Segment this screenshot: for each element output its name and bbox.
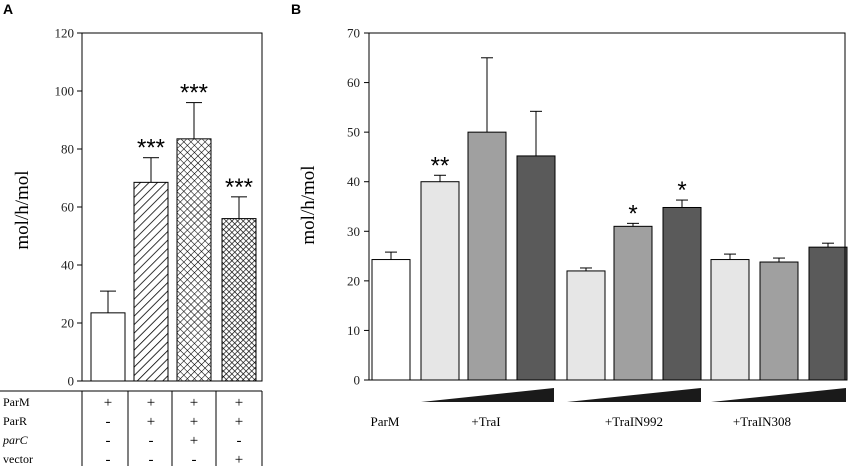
panel-a-table-cell: + [147,414,155,430]
panel-a-y-tick-label: 100 [55,84,75,99]
panel-b-bar [371,259,411,381]
panel-a-significance-label: *** [225,174,253,201]
panel-b-bar [662,206,702,381]
panel-b-group-label: +TraIN992 [605,414,663,429]
panel-a-table-cell: - [149,452,154,468]
panel-a-table-cell: - [106,433,111,449]
panel-b-bar [467,131,507,381]
panel-a-table-cell: + [235,452,243,468]
panel-a-table-cell: + [190,395,198,411]
panel-a-table-cell: - [106,452,111,468]
panel-b-group-label: +TraI [471,414,500,429]
panel-a-bar [176,138,212,382]
panel-b-bar [613,225,653,381]
panel-b-y-tick-label: 30 [347,224,360,239]
panel-a-table-row-label: vector [3,452,33,466]
panel-b-group-label: +TraIN308 [733,414,791,429]
panel-a-table-cell: + [104,395,112,411]
panel-b-y-tick-label: 40 [347,174,360,189]
panel-a-y-tick-label: 20 [61,316,74,331]
panel-b-y-tick-label: 60 [347,75,360,90]
panel-b-bar [808,246,848,381]
panel-a-y-tick-label: 0 [68,374,75,389]
panel-a-table-cell: - [106,414,111,430]
panel-a-bar [90,312,126,382]
panel-b-bar [759,261,799,381]
panel-a-table-cell: + [190,433,198,449]
panel-a-table-row-label: ParR [3,414,27,428]
panel-b-y-axis-title: mol/h/mol [298,165,319,244]
panel-a-significance-label: *** [137,135,165,162]
panel-a-table-row-label: ParM [3,395,30,409]
panel-b-bar [710,259,750,381]
panel-b-y-tick-label: 0 [354,373,361,388]
panel-b-bar [420,181,460,381]
panel-a-y-tick-label: 80 [61,142,74,157]
panel-a-bar [221,218,257,382]
panel-b-bar [516,155,556,381]
panel-a-y-axis-title: mol/h/mol [12,170,33,249]
panel-a-table-cell: - [149,433,154,449]
panel-b-y-tick-label: 10 [347,323,360,338]
panel-a-significance-label: *** [180,80,208,107]
panel-a-table-cell: + [147,395,155,411]
panel-b-significance-label: ** [431,152,450,179]
panel-a-bar [133,181,169,382]
panel-a-table-cell: + [235,414,243,430]
panel-b-concentration-wedge [421,388,554,402]
panel-a-table-row-label: parC [2,433,29,447]
panel-b-plot-frame [368,32,846,381]
panel-a-table-cell: - [192,452,197,468]
panel-b-y-tick-label: 20 [347,273,360,288]
panel-b-significance-label: * [677,177,686,204]
panel-a-y-tick-label: 60 [61,200,74,215]
panel-b-concentration-wedge [567,388,701,402]
panel-a-label: A [3,1,13,17]
panel-b-bar [566,270,606,381]
panel-b-significance-label: * [628,200,637,227]
panel-b-concentration-wedge [711,388,846,402]
panel-a-table-cell: + [190,414,198,430]
panel-a-table-cell: + [235,395,243,411]
panel-a-chart: mol/h/mol *** *** *** 0 20 40 60 80 100 120 ParM… [0,26,263,468]
panel-b-group-label: ParM [371,414,400,429]
panel-a-y-tick-label: 120 [55,26,75,41]
panel-b-label: B [291,1,301,17]
panel-a-table-cell: - [237,433,242,449]
panel-b-y-tick-label: 50 [347,125,360,140]
panel-b-y-tick-label: 70 [347,26,360,41]
panel-a-y-tick-label: 40 [61,258,74,273]
